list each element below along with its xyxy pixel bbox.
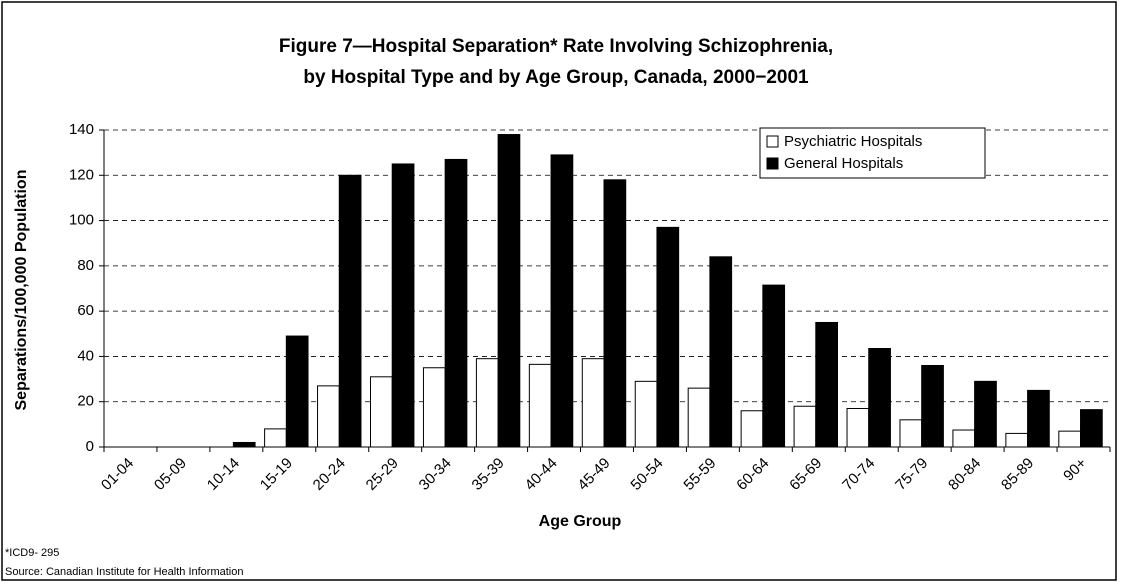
bar [422, 367, 446, 448]
bar [444, 158, 468, 448]
footnote: *ICD9- 295 [5, 547, 59, 559]
legend-label: Psychiatric Hospitals [784, 133, 922, 150]
y-tick-label: 100 [69, 212, 94, 229]
y-tick-label: 140 [69, 121, 94, 138]
bar [709, 256, 733, 448]
bar [1005, 432, 1029, 448]
bar [974, 380, 997, 448]
y-tick-label: 80 [77, 257, 94, 274]
y-tick-label: 120 [69, 166, 94, 183]
bar [232, 441, 256, 448]
bar [391, 163, 415, 448]
legend-label: General Hospitals [784, 155, 903, 172]
x-axis-label: Age Group [539, 513, 622, 530]
bar [762, 284, 786, 448]
legend-marker [766, 157, 779, 170]
bar [475, 358, 499, 448]
bar [1058, 430, 1082, 448]
bar [370, 376, 393, 448]
bar [740, 410, 764, 448]
bar [264, 428, 287, 448]
bar [656, 226, 680, 448]
bar [497, 134, 521, 448]
bar [815, 321, 838, 448]
bar [1080, 409, 1103, 448]
bar [921, 364, 944, 448]
bar [285, 335, 309, 448]
bar [952, 429, 976, 448]
bar [899, 419, 923, 448]
bar [634, 380, 658, 448]
bar [687, 387, 711, 448]
bar [793, 405, 817, 448]
bar [603, 179, 627, 448]
footnote: Source: Canadian Institute for Health In… [5, 566, 243, 578]
chart-subtitle: by Hospital Type and by Age Group, Canad… [303, 67, 809, 88]
legend-marker [766, 135, 779, 148]
bar [550, 154, 574, 448]
bar [581, 358, 605, 448]
legend [759, 127, 986, 179]
bar [338, 174, 362, 448]
bar [317, 385, 340, 448]
y-axis-label: Separations/100,000 Population [13, 170, 30, 411]
bar [846, 408, 870, 448]
y-tick-label: 40 [77, 347, 94, 364]
bar [868, 348, 891, 448]
y-tick-label: 60 [77, 302, 94, 319]
bar [528, 363, 552, 448]
chart-title: Figure 7—Hospital Separation* Rate Invol… [279, 36, 833, 57]
bar [1027, 389, 1050, 448]
y-tick-label: 20 [77, 393, 94, 410]
y-tick-label: 0 [86, 438, 94, 455]
